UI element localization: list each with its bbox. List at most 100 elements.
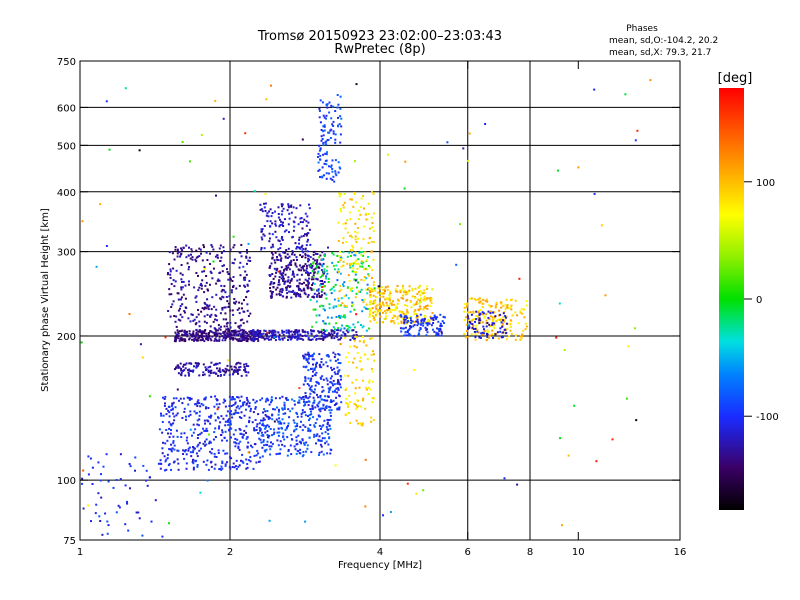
data-point: [324, 336, 327, 339]
data-point: [339, 259, 342, 262]
data-point: [269, 208, 272, 211]
data-point: [323, 129, 326, 132]
data-point: [414, 309, 417, 312]
data-point: [301, 455, 304, 458]
data-point: [221, 439, 224, 442]
data-point: [332, 326, 335, 329]
data-point: [258, 437, 261, 440]
data-point: [159, 462, 162, 465]
data-point: [292, 419, 295, 422]
data-point: [287, 449, 290, 451]
data-point: [349, 422, 352, 424]
data-point: [271, 334, 274, 337]
data-point: [253, 334, 256, 337]
data-point: [295, 265, 298, 268]
data-point: [239, 365, 242, 368]
data-point: [234, 322, 237, 325]
data-point: [303, 398, 305, 401]
data-point: [268, 445, 271, 448]
data-point: [383, 310, 386, 312]
data-point: [518, 277, 521, 280]
data-point: [237, 445, 240, 448]
data-point: [403, 291, 405, 293]
data-point: [299, 333, 302, 336]
data-point: [279, 259, 282, 261]
data-point: [365, 303, 368, 306]
data-point: [224, 424, 227, 427]
data-point: [287, 424, 289, 427]
data-point: [302, 454, 305, 457]
data-point: [356, 321, 359, 324]
data-point: [322, 307, 325, 310]
data-point: [506, 328, 509, 330]
data-point: [307, 362, 310, 365]
data-point: [335, 322, 338, 325]
data-point: [228, 334, 231, 337]
data-point: [186, 396, 189, 399]
data-point: [349, 249, 352, 252]
data-point: [285, 295, 288, 298]
data-point: [315, 442, 317, 445]
data-point: [288, 281, 291, 284]
data-point: [231, 280, 234, 282]
data-point: [476, 315, 479, 318]
data-point: [332, 351, 335, 354]
data-point: [242, 265, 245, 268]
data-point: [408, 289, 411, 292]
data-point: [180, 264, 183, 266]
data-point: [183, 334, 186, 337]
data-point: [374, 305, 377, 308]
data-point: [234, 437, 237, 440]
data-point: [319, 176, 321, 178]
data-point: [320, 427, 322, 430]
data-point: [303, 218, 306, 221]
data-point: [256, 331, 259, 334]
data-point: [389, 299, 392, 302]
data-point: [318, 435, 321, 438]
data-point: [409, 326, 412, 329]
data-point: [361, 326, 364, 329]
data-point: [487, 310, 490, 313]
data-point: [380, 286, 383, 289]
data-point: [128, 463, 131, 465]
data-point: [323, 333, 326, 336]
data-point: [320, 450, 323, 453]
data-point: [309, 265, 312, 268]
data-point: [269, 428, 272, 430]
data-point: [320, 425, 323, 428]
data-point: [320, 295, 323, 298]
data-point: [319, 443, 322, 446]
data-point: [325, 277, 328, 280]
data-point: [290, 204, 293, 207]
y-axis-label: Stationary phase Virtual Height [km]: [40, 208, 51, 392]
data-point: [216, 254, 219, 257]
data-point: [124, 87, 127, 90]
data-point: [331, 382, 334, 385]
data-point: [279, 247, 282, 250]
data-point: [355, 334, 358, 336]
data-point: [241, 404, 244, 407]
data-point: [311, 284, 314, 286]
data-point: [296, 245, 299, 248]
data-point: [167, 310, 170, 312]
data-point: [271, 329, 274, 332]
data-point: [384, 317, 387, 320]
data-point: [313, 388, 316, 391]
data-point: [252, 333, 255, 336]
data-point: [281, 443, 284, 446]
data-point: [418, 302, 421, 305]
data-point: [557, 169, 559, 172]
data-point: [190, 313, 193, 316]
data-point: [287, 264, 290, 267]
data-point: [276, 256, 278, 258]
data-point: [233, 365, 236, 368]
data-point: [321, 265, 324, 268]
data-point: [192, 451, 194, 454]
data-point: [270, 84, 272, 87]
data-point: [269, 448, 272, 451]
data-point: [320, 366, 323, 369]
data-point: [486, 298, 488, 301]
data-point: [433, 314, 436, 317]
data-point: [236, 308, 239, 311]
data-point: [238, 325, 241, 328]
